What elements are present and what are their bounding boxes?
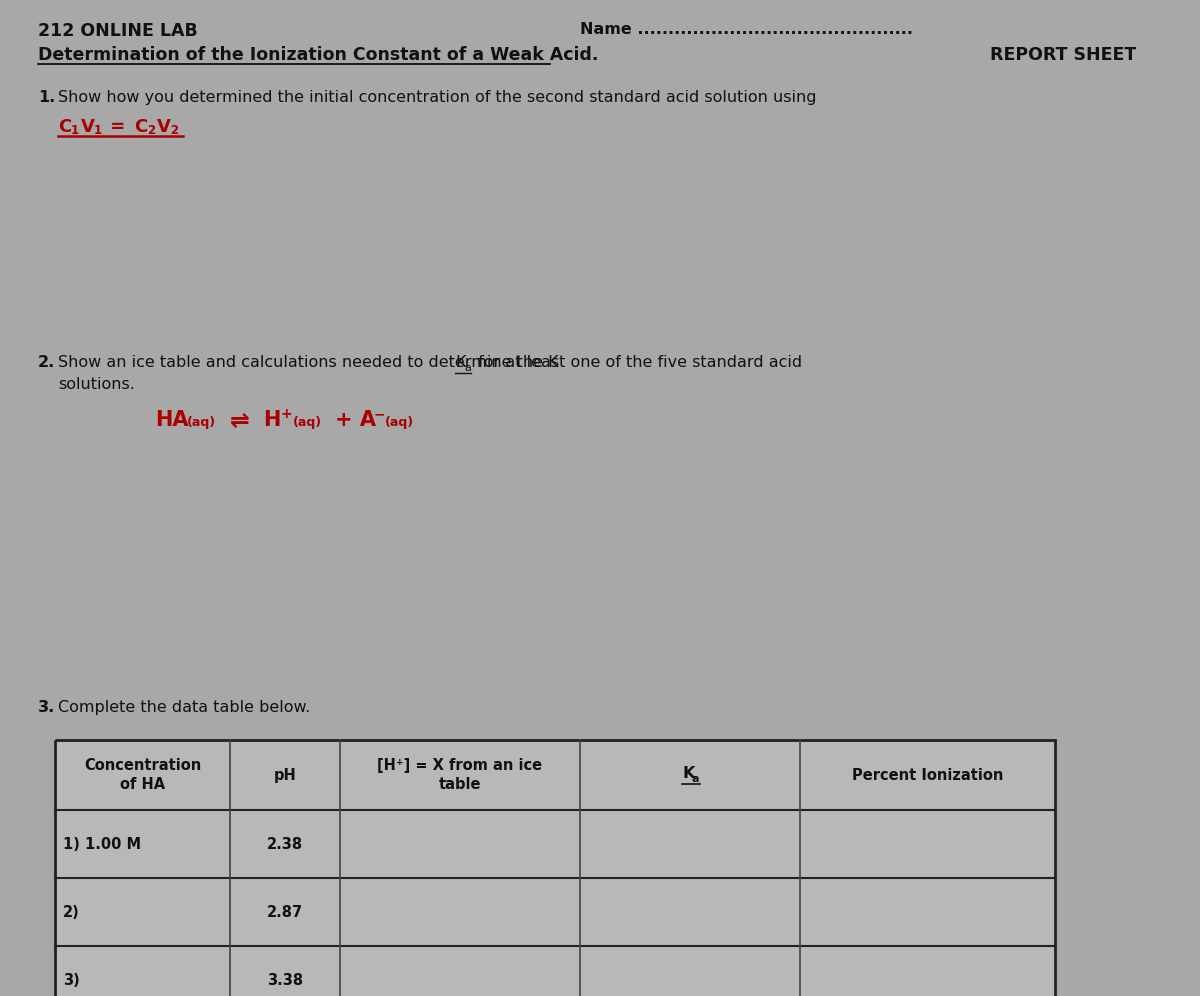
Bar (230, 740, 340, 810)
Bar (800, 740, 1055, 810)
Text: −: − (374, 407, 385, 421)
Bar (580, 740, 800, 810)
Text: a: a (464, 363, 472, 373)
Text: Determination of the Ionization Constant of a Weak Acid.: Determination of the Ionization Constant… (38, 46, 599, 64)
Text: Show how you determined the initial concentration of the second standard acid so: Show how you determined the initial conc… (58, 90, 816, 105)
Bar (340, 878, 580, 946)
Text: 1: 1 (71, 124, 79, 137)
Text: 2.: 2. (38, 355, 55, 370)
Text: 2.87: 2.87 (266, 904, 304, 919)
Text: 2: 2 (148, 124, 155, 137)
Bar (55, 740, 230, 810)
Text: =: = (104, 118, 132, 136)
Text: K: K (682, 766, 695, 781)
Bar (340, 810, 580, 878)
Text: Show an ice table and calculations needed to determine the K: Show an ice table and calculations neede… (58, 355, 559, 370)
Bar (55, 810, 230, 878)
Text: solutions.: solutions. (58, 377, 134, 392)
Text: 1: 1 (94, 124, 102, 137)
Text: 212 ONLINE LAB: 212 ONLINE LAB (38, 22, 198, 40)
Text: +: + (281, 407, 293, 421)
Bar (230, 878, 340, 946)
Bar (55, 946, 230, 996)
Text: V: V (82, 118, 95, 136)
Bar (55, 878, 230, 946)
Text: H: H (263, 410, 281, 430)
Text: 2: 2 (170, 124, 178, 137)
Text: ⇌: ⇌ (230, 409, 250, 433)
Text: pH: pH (274, 768, 296, 783)
Text: a: a (692, 774, 700, 784)
Text: C: C (134, 118, 148, 136)
Text: 1.: 1. (38, 90, 55, 105)
Bar (230, 810, 340, 878)
Bar (580, 946, 800, 996)
Bar (340, 946, 580, 996)
Bar (55, 740, 1055, 996)
Text: 3): 3) (64, 972, 79, 987)
Bar (800, 878, 1055, 946)
Text: K: K (455, 355, 466, 370)
Text: V: V (157, 118, 170, 136)
Text: HA: HA (155, 410, 188, 430)
Text: (aq): (aq) (187, 416, 216, 429)
Text: 1) 1.00 M: 1) 1.00 M (64, 837, 142, 852)
Text: Percent Ionization: Percent Ionization (852, 768, 1003, 783)
Text: [H⁺] = X from an ice
table: [H⁺] = X from an ice table (378, 758, 542, 793)
Text: Name .............................................: Name ...................................… (580, 22, 913, 37)
Text: + A: + A (335, 410, 376, 430)
Bar (580, 878, 800, 946)
Text: 3.38: 3.38 (266, 972, 304, 987)
Text: Concentration
of HA: Concentration of HA (84, 758, 202, 793)
Text: Complete the data table below.: Complete the data table below. (58, 700, 311, 715)
Text: C: C (58, 118, 71, 136)
Bar (340, 740, 580, 810)
Text: 3.: 3. (38, 700, 55, 715)
Text: 2.38: 2.38 (266, 837, 304, 852)
Bar (800, 810, 1055, 878)
Bar (230, 946, 340, 996)
Text: (aq): (aq) (385, 416, 414, 429)
Bar (800, 946, 1055, 996)
Bar (580, 810, 800, 878)
Text: for at least one of the five standard acid: for at least one of the five standard ac… (473, 355, 803, 370)
Text: REPORT SHEET: REPORT SHEET (990, 46, 1136, 64)
Text: (aq): (aq) (293, 416, 322, 429)
Text: 2): 2) (64, 904, 79, 919)
